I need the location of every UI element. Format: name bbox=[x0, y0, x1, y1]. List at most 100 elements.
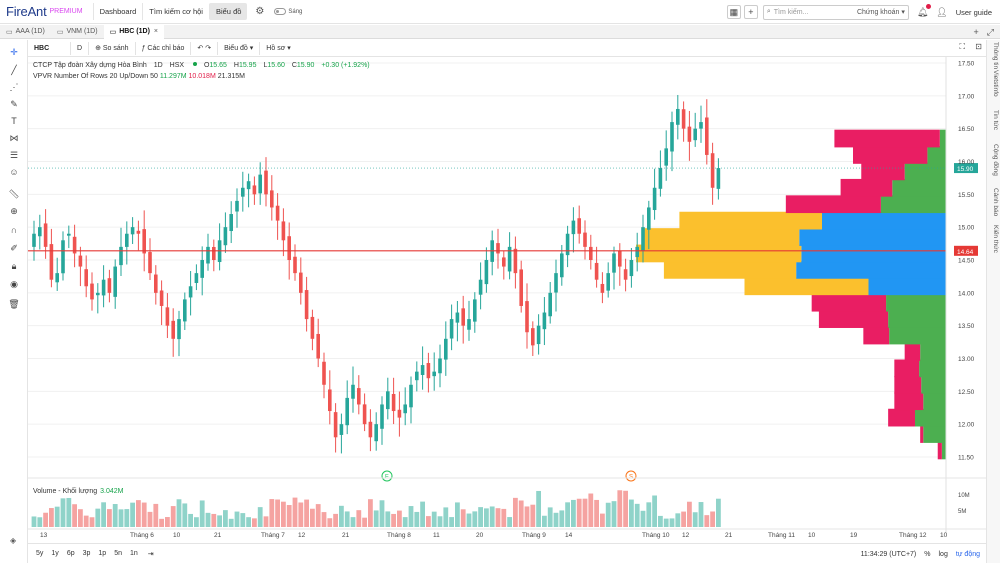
volume-bar bbox=[431, 511, 437, 527]
measure-icon[interactable]: ☰ bbox=[9, 150, 19, 160]
volume-bar bbox=[420, 501, 425, 527]
undo-redo[interactable]: ↶ ↷ bbox=[190, 41, 217, 55]
candle-body bbox=[409, 384, 413, 408]
app-logo[interactable]: FireAnt bbox=[6, 4, 47, 19]
candle-body bbox=[705, 117, 709, 155]
redo-icon[interactable]: ↷ bbox=[205, 44, 212, 52]
search-scope-label: Chứng khoán bbox=[856, 9, 900, 16]
zoom-in-icon[interactable]: ⊕ bbox=[10, 206, 18, 216]
candle-body bbox=[600, 283, 605, 293]
lock-icon[interactable]: 🔒︎ bbox=[11, 261, 17, 271]
volume-bar bbox=[263, 516, 269, 527]
user-guide-link[interactable]: User guide bbox=[955, 7, 992, 17]
symbol-input[interactable]: HBC bbox=[34, 44, 50, 52]
candle-body bbox=[612, 253, 616, 273]
nav-dashboard[interactable]: Dashboard bbox=[92, 3, 143, 20]
volume-bar bbox=[536, 490, 541, 527]
undo-icon[interactable]: ↶ bbox=[197, 44, 204, 52]
range-5y[interactable]: 5y bbox=[36, 550, 44, 557]
crosshair-icon[interactable]: ✛ bbox=[10, 47, 18, 57]
goto-date-icon[interactable]: ⇥ bbox=[147, 550, 154, 558]
percent-toggle[interactable]: % bbox=[924, 550, 931, 558]
chart-type-button[interactable]: Biểu đồ ▾ bbox=[217, 41, 259, 55]
range-3m[interactable]: 3p bbox=[82, 550, 91, 557]
volume-bar bbox=[437, 516, 443, 527]
range-5d[interactable]: 5n bbox=[114, 550, 122, 557]
log-toggle[interactable]: log bbox=[938, 550, 948, 558]
trash-icon[interactable]: 🗑︎ bbox=[8, 299, 20, 309]
clock[interactable]: 11:34:29 (UTC+7) bbox=[860, 550, 917, 558]
close-value: 15.90 bbox=[296, 62, 315, 69]
expand-icon[interactable]: ⤢ bbox=[986, 26, 994, 37]
candle-body bbox=[432, 371, 436, 377]
interval-select[interactable]: D bbox=[70, 41, 88, 55]
visibility-icon[interactable]: ◉ bbox=[10, 279, 18, 289]
auto-scale-toggle[interactable]: tự động bbox=[955, 550, 980, 558]
volume-bar bbox=[495, 508, 501, 527]
volume-bar bbox=[234, 511, 240, 527]
x-tick-label: 20 bbox=[476, 532, 484, 539]
vp-row-up bbox=[923, 425, 946, 443]
candle-body bbox=[148, 252, 152, 274]
range-6m[interactable]: 6p bbox=[66, 550, 75, 557]
emoji-icon[interactable]: ☺ bbox=[9, 167, 19, 177]
volume-bars bbox=[31, 490, 721, 527]
side-tab-community[interactable]: Cộng đồng bbox=[992, 144, 999, 176]
candle-body bbox=[438, 358, 442, 374]
magnet-icon[interactable]: ∩ bbox=[10, 225, 18, 235]
compare-button[interactable]: ⊕ So sánh bbox=[88, 41, 135, 55]
volume-bar bbox=[310, 508, 315, 527]
side-tab-vietstinfo[interactable]: Vietstinfo bbox=[992, 70, 999, 97]
tab-aaa[interactable]: ▭ AAA (1D) bbox=[0, 25, 51, 39]
volume-bar bbox=[507, 517, 512, 527]
add-tab-icon[interactable]: + bbox=[973, 27, 979, 37]
vp-row-up bbox=[919, 359, 946, 378]
theme-toggle[interactable]: Sáng bbox=[274, 8, 302, 15]
pattern-icon[interactable]: ⋈ bbox=[9, 133, 19, 143]
x-tick-label: 12 bbox=[682, 532, 690, 539]
camera-icon[interactable]: ⊡ bbox=[975, 42, 982, 51]
side-tab-info[interactable]: Thông tin bbox=[992, 42, 999, 70]
search-scope-select[interactable]: Chứng khoán ▾ bbox=[856, 9, 905, 16]
volume-legend[interactable]: Volume - Khối lượng 3.042M bbox=[33, 488, 124, 495]
vpvr-legend[interactable]: VPVR Number Of Rows 20 Up/Down 50 11.297… bbox=[33, 71, 380, 82]
layers-icon[interactable]: ◈ bbox=[10, 536, 17, 545]
tab-hbc[interactable]: ▭ HBC (1D) × bbox=[103, 24, 165, 39]
range-1y[interactable]: 1y bbox=[51, 550, 59, 557]
volume-bar bbox=[402, 517, 408, 527]
side-tab-news[interactable]: Tin tức bbox=[992, 110, 999, 131]
text-icon[interactable]: T bbox=[11, 116, 17, 126]
notification-bell-icon[interactable]: 🔔︎ bbox=[917, 3, 932, 18]
vp-row-down bbox=[920, 425, 924, 443]
indicators-button[interactable]: ƒ Các chỉ báo bbox=[134, 41, 191, 55]
range-1m[interactable]: 1p bbox=[98, 550, 107, 557]
candle-body bbox=[339, 424, 344, 435]
nav-opportunity-search[interactable]: Tìm kiếm cơ hội bbox=[142, 3, 209, 20]
gear-icon[interactable]: ⚙ bbox=[255, 6, 265, 17]
fullscreen-icon[interactable]: ⛶ bbox=[959, 42, 966, 51]
brush-icon[interactable]: ✎ bbox=[10, 99, 18, 109]
layout-grid-icon[interactable]: ▦ bbox=[726, 5, 741, 19]
user-icon[interactable]: 👤︎ bbox=[936, 6, 948, 17]
vp-row-down bbox=[818, 310, 889, 328]
draw-mode-icon[interactable]: ✐ bbox=[10, 243, 18, 253]
fib-icon[interactable]: ⋰ bbox=[9, 82, 19, 92]
add-icon[interactable]: + bbox=[743, 5, 758, 19]
search-input[interactable]: ⌕ Tìm kiếm... Chứng khoán ▾ bbox=[762, 4, 909, 20]
tab-vnm[interactable]: ▭ VNM (1D) bbox=[51, 25, 104, 39]
close-icon[interactable]: × bbox=[153, 28, 159, 35]
nav-chart[interactable]: Biểu đồ bbox=[208, 3, 248, 20]
trend-line-icon[interactable]: ╱ bbox=[11, 65, 17, 75]
volume-bar bbox=[530, 504, 536, 527]
y-tick-label: 11.50 bbox=[958, 455, 974, 462]
candle-body bbox=[293, 256, 297, 274]
side-tab-knowledge[interactable]: Kiến thức bbox=[992, 225, 999, 253]
side-tab-alerts[interactable]: Cảnh báo bbox=[992, 188, 999, 217]
ohlc-values: O15.65 H15.95 L15.60 C15.90 +0.30 (+1.92… bbox=[203, 62, 370, 69]
volume-bar bbox=[275, 499, 280, 527]
candle-body bbox=[212, 246, 216, 260]
ruler-icon[interactable]: 📏︎ bbox=[8, 189, 20, 199]
profile-button[interactable]: Hồ sơ ▾ bbox=[259, 41, 296, 55]
range-1d[interactable]: 1n bbox=[130, 550, 138, 557]
